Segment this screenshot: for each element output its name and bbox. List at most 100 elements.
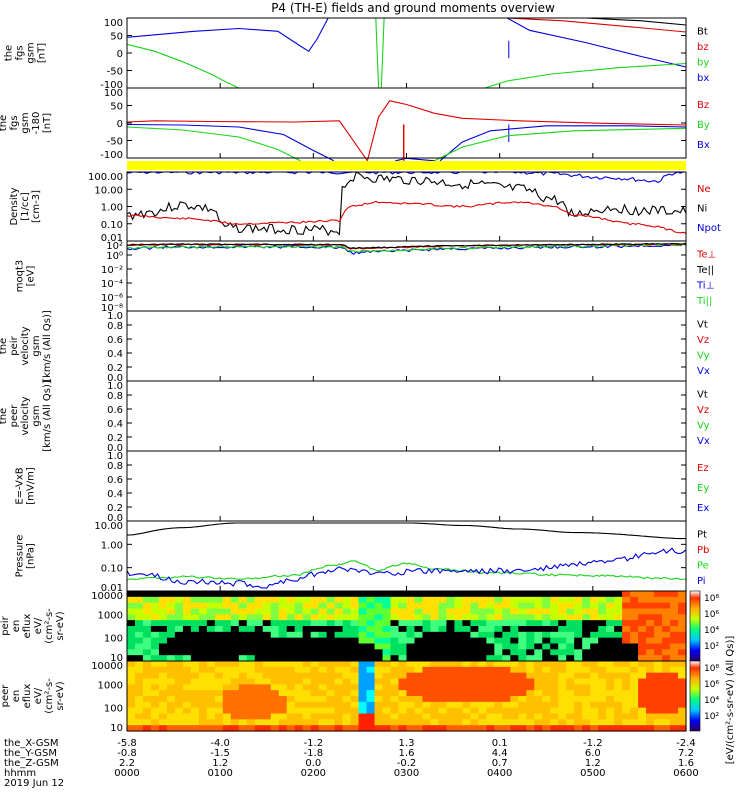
- legend-efield-1: Ey: [697, 483, 709, 494]
- series-bt: [585, 17, 687, 26]
- panel-frame-pressure: [126, 520, 687, 592]
- axis-value-1-0: -0.8: [117, 748, 137, 759]
- ylabel-peirspec-6: sr-eV): [55, 611, 66, 640]
- ytick-temp-0: 10²: [106, 241, 123, 252]
- legend-peirv-3: Vx: [697, 366, 710, 377]
- ytick-fgs-1: 50: [110, 32, 123, 43]
- colorbar-label: [eV/(cm²-s-sr-eV) (All Qs)]: [725, 636, 736, 765]
- ytick-peirv-5: 0.0: [107, 373, 123, 384]
- series-ne: [126, 200, 687, 234]
- series-bx-b: [506, 17, 687, 68]
- legend-fgs-1: bz: [697, 42, 709, 53]
- ylabel-pressure-1: [nPa]: [26, 543, 37, 569]
- series-by-b: [375, 17, 380, 89]
- ylabel-peerv-4: [km/s (All Qs)]: [42, 380, 53, 452]
- axis-value-3-1: 0100: [207, 768, 232, 779]
- axis-row-label-3: hhmm: [4, 768, 36, 779]
- axis-value-0-5: -1.2: [583, 738, 603, 749]
- axis-value-2-4: 0.7: [492, 758, 508, 769]
- ylabel-efield-0: E=-VxB: [15, 467, 26, 504]
- series-te-par: [126, 242, 687, 249]
- ylabel-peerv-1: peer: [9, 404, 20, 428]
- panel-peerv: the peer velocity gsm [km/s (All Qs)] 1.00.8 0…: [0, 380, 710, 454]
- ylabel-peerv-0: the: [0, 408, 9, 424]
- axis-row-label-2: the_Z-GSM: [4, 758, 59, 769]
- legend-fgs-3: bx: [697, 73, 709, 84]
- ylabel-fgs-0: the: [4, 45, 15, 61]
- series-by-a: [126, 43, 240, 89]
- legend-peerv-1: Vz: [697, 405, 709, 416]
- ytick-fgs2-1: 50: [110, 102, 123, 113]
- ytick-temp-1: 10⁰: [106, 251, 123, 262]
- ytick-peirv-2: 0.6: [107, 335, 123, 346]
- ylabel-fgs-3: [nT]: [37, 43, 48, 63]
- ylabel-fgs2-1: fgs: [9, 115, 20, 130]
- ytick-efield-2: 0.6: [107, 475, 123, 486]
- ytick-fgs-2: 0: [117, 49, 123, 60]
- legend-fgs2-0: Bz: [697, 100, 709, 111]
- ytick-peirv-0: 1.0: [107, 311, 123, 322]
- axis-row-label-0: the_X-GSM: [4, 738, 58, 749]
- ylabel-density-1: [1/cc]: [20, 192, 31, 221]
- ytick-peerv-3: 0.4: [107, 419, 123, 430]
- axis-value-2-5: 1.2: [585, 758, 601, 769]
- ylabel-peerspec-3: eflux: [22, 684, 33, 709]
- ylabel-peerspec-1: peer: [0, 684, 11, 708]
- legend-peerv-2: Vy: [697, 421, 710, 432]
- axis-value-0-0: -5.8: [117, 738, 137, 749]
- ylabel-peirspec-5: (cm²-s-: [44, 608, 55, 644]
- series-pt: [126, 522, 686, 540]
- ylabel-peirspec-4: eV/: [33, 617, 44, 634]
- axis-value-0-4: 0.1: [492, 738, 508, 749]
- axis-row-label-1: the_Y-GSM: [4, 748, 57, 759]
- axis-value-0-6: -2.4: [676, 738, 696, 749]
- ylabel-peerv-3: gsm: [31, 405, 42, 426]
- ytick-temp-3: 10⁻⁴: [101, 279, 123, 290]
- ylabel-peerv-2: velocity: [20, 396, 31, 435]
- legend-density-1: Ni: [697, 203, 707, 214]
- axis-value-1-5: 6.0: [585, 748, 601, 759]
- axis-value-1-2: -1.8: [304, 748, 324, 759]
- ytick-peerspec-3: 10: [110, 723, 123, 734]
- series-npot: [126, 171, 686, 184]
- axis-value-3-2: 0200: [301, 768, 326, 779]
- ytick-temp-5: 10⁻⁸: [101, 303, 123, 314]
- ylabel-density-2: [cm-3]: [31, 190, 42, 223]
- series-by-d: [484, 62, 687, 89]
- ytick-fgs2-3: -50: [107, 137, 123, 148]
- ylabel-fgs2-3: -180: [31, 112, 42, 135]
- plot-title: P4 (TH-E) fields and ground moments over…: [271, 1, 555, 15]
- ytick-efield-4: 0.2: [107, 503, 123, 514]
- time-axis: the_X-GSM -5.8 -4.0 -1.2 1.3 0.1 -1.2 -2.4 the_Y…: [4, 738, 699, 789]
- legend-fgs2-2: Bx: [697, 140, 710, 151]
- ylabel-fgs2-0: the: [0, 115, 9, 131]
- legend-efield-0: Ez: [697, 463, 709, 474]
- ytick-density-2: 1.00: [101, 203, 123, 214]
- legend-fgs2-1: By: [697, 120, 710, 131]
- axis-value-3-3: 0300: [394, 768, 419, 779]
- legend-pressure-0: Pt: [697, 529, 707, 540]
- ytick-pressure-3: 0.01: [101, 583, 123, 594]
- legend-temp-3: Ti||: [696, 296, 712, 307]
- series-bx-a: [126, 17, 329, 53]
- ylabel-peirv-4: [km/s (All Qs)]: [42, 310, 53, 382]
- panel-peirv: the peir velocity gsm [km/s (All Qs)] 1.00.8 0…: [0, 310, 710, 384]
- ytick-peerv-2: 0.6: [107, 405, 123, 416]
- ytick-efield-3: 0.4: [107, 489, 123, 500]
- spectrogram-frame-9: [126, 660, 687, 732]
- legend-peirv-2: Vy: [697, 351, 710, 362]
- ytick-density-0: 100.00: [88, 172, 123, 183]
- panel-frame-peirv: [126, 310, 687, 382]
- ytick-peerv-5: 0.0: [107, 443, 123, 454]
- panel-fgs: the fgs gsm [nT] 100 50 0 -50 -100 Bt bz by bx: [4, 17, 709, 91]
- cbar-tick-9-2: 10⁴: [704, 696, 719, 706]
- legend-pressure-3: Pi: [697, 576, 706, 587]
- panel-density: Density [1/cc] [cm-3] 100.00 10.00 1.00 0.10 0.…: [9, 171, 721, 244]
- legend-efield-2: Ex: [697, 503, 709, 514]
- cbar-tick-8-2: 10⁴: [704, 626, 719, 636]
- axis-value-3-6: 0600: [673, 768, 698, 779]
- series-Bx2-b: [395, 157, 435, 162]
